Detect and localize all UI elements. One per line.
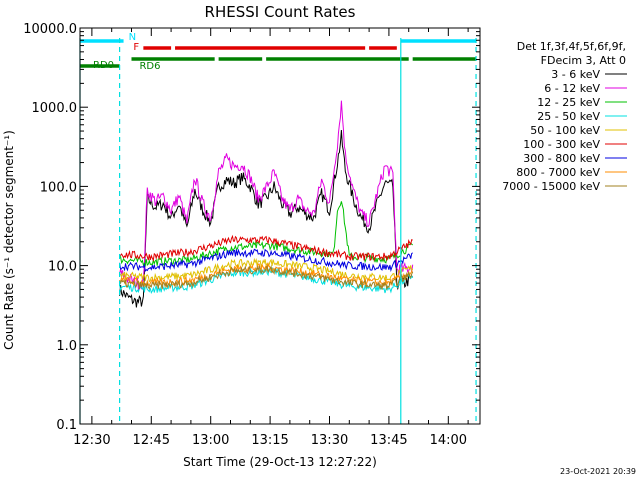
annotation-label-f: F (133, 42, 139, 53)
series-line-100-300-kev (119, 234, 413, 262)
legend-entry-7000-15000-kev: 7000 - 15000 keV (502, 180, 600, 193)
series-line-300-800-kev (119, 248, 413, 273)
y-tick-label: 10000.0 (23, 22, 77, 37)
y-tick-label: 1000.0 (32, 101, 78, 116)
y-tick-label: 1.0 (56, 339, 77, 354)
legend: Det 1f,3f,4f,5f,6f,9f,FDecim 3, Att 03 -… (502, 40, 627, 193)
x-tick-label: 14:00 (430, 433, 467, 448)
legend-entry-800-7000-kev: 800 - 7000 keV (516, 166, 600, 179)
legend-header-line: FDecim 3, Att 0 (541, 54, 626, 67)
legend-entry-25-50-kev: 25 - 50 keV (537, 110, 600, 123)
x-tick-label: 13:45 (370, 433, 407, 448)
series-line-7000-15000-kev (119, 264, 414, 291)
x-tick-label: 12:45 (133, 433, 170, 448)
annotation-layer: NF RD0 RD6 (79, 32, 477, 424)
x-tick-label: 13:30 (311, 433, 348, 448)
series-line-12-25-kev (119, 201, 414, 268)
x-tick-label: 13:15 (251, 433, 288, 448)
series-layer (119, 100, 414, 308)
y-tick-label: 10.0 (48, 260, 77, 275)
legend-header-line: Det 1f,3f,4f,5f,6f,9f, (517, 40, 626, 53)
legend-entry-3-6-kev: 3 - 6 keV (551, 68, 600, 81)
x-tick-label: 13:00 (192, 433, 229, 448)
annotation-label-rd0: RD0 (93, 60, 114, 71)
legend-entry-50-100-kev: 50 - 100 keV (530, 124, 600, 137)
x-tick-label: 12:30 (73, 433, 110, 448)
series-line-6-12-kev (119, 100, 414, 292)
axes-layer: 0.1 1.0 10.0 100.0 1000.0 10000.0 12:30 12:45 13… (23, 22, 481, 448)
legend-entry-100-300-kev: 100 - 300 keV (523, 138, 600, 151)
y-tick-label: 0.1 (56, 418, 77, 433)
legend-entry-300-800-kev: 300 - 800 keV (523, 152, 600, 165)
annotation-label-n: N (129, 32, 136, 43)
timestamp: 23-Oct-2021 20:39 (560, 467, 636, 476)
chart-title: RHESSI Count Rates (205, 3, 356, 21)
annotation-label-rd6: RD6 (139, 61, 160, 72)
series-line-3-6-kev (119, 129, 414, 308)
plot-frame (79, 27, 481, 425)
legend-entry-12-25-kev: 12 - 25 keV (537, 96, 600, 109)
y-axis-label: Count Rate (s⁻¹ detector segment⁻¹) (2, 130, 16, 350)
legend-entry-6-12-kev: 6 - 12 keV (544, 82, 600, 95)
x-axis-label: Start Time (29-Oct-13 12:27:22) (183, 455, 377, 469)
y-tick-label: 100.0 (40, 180, 77, 195)
